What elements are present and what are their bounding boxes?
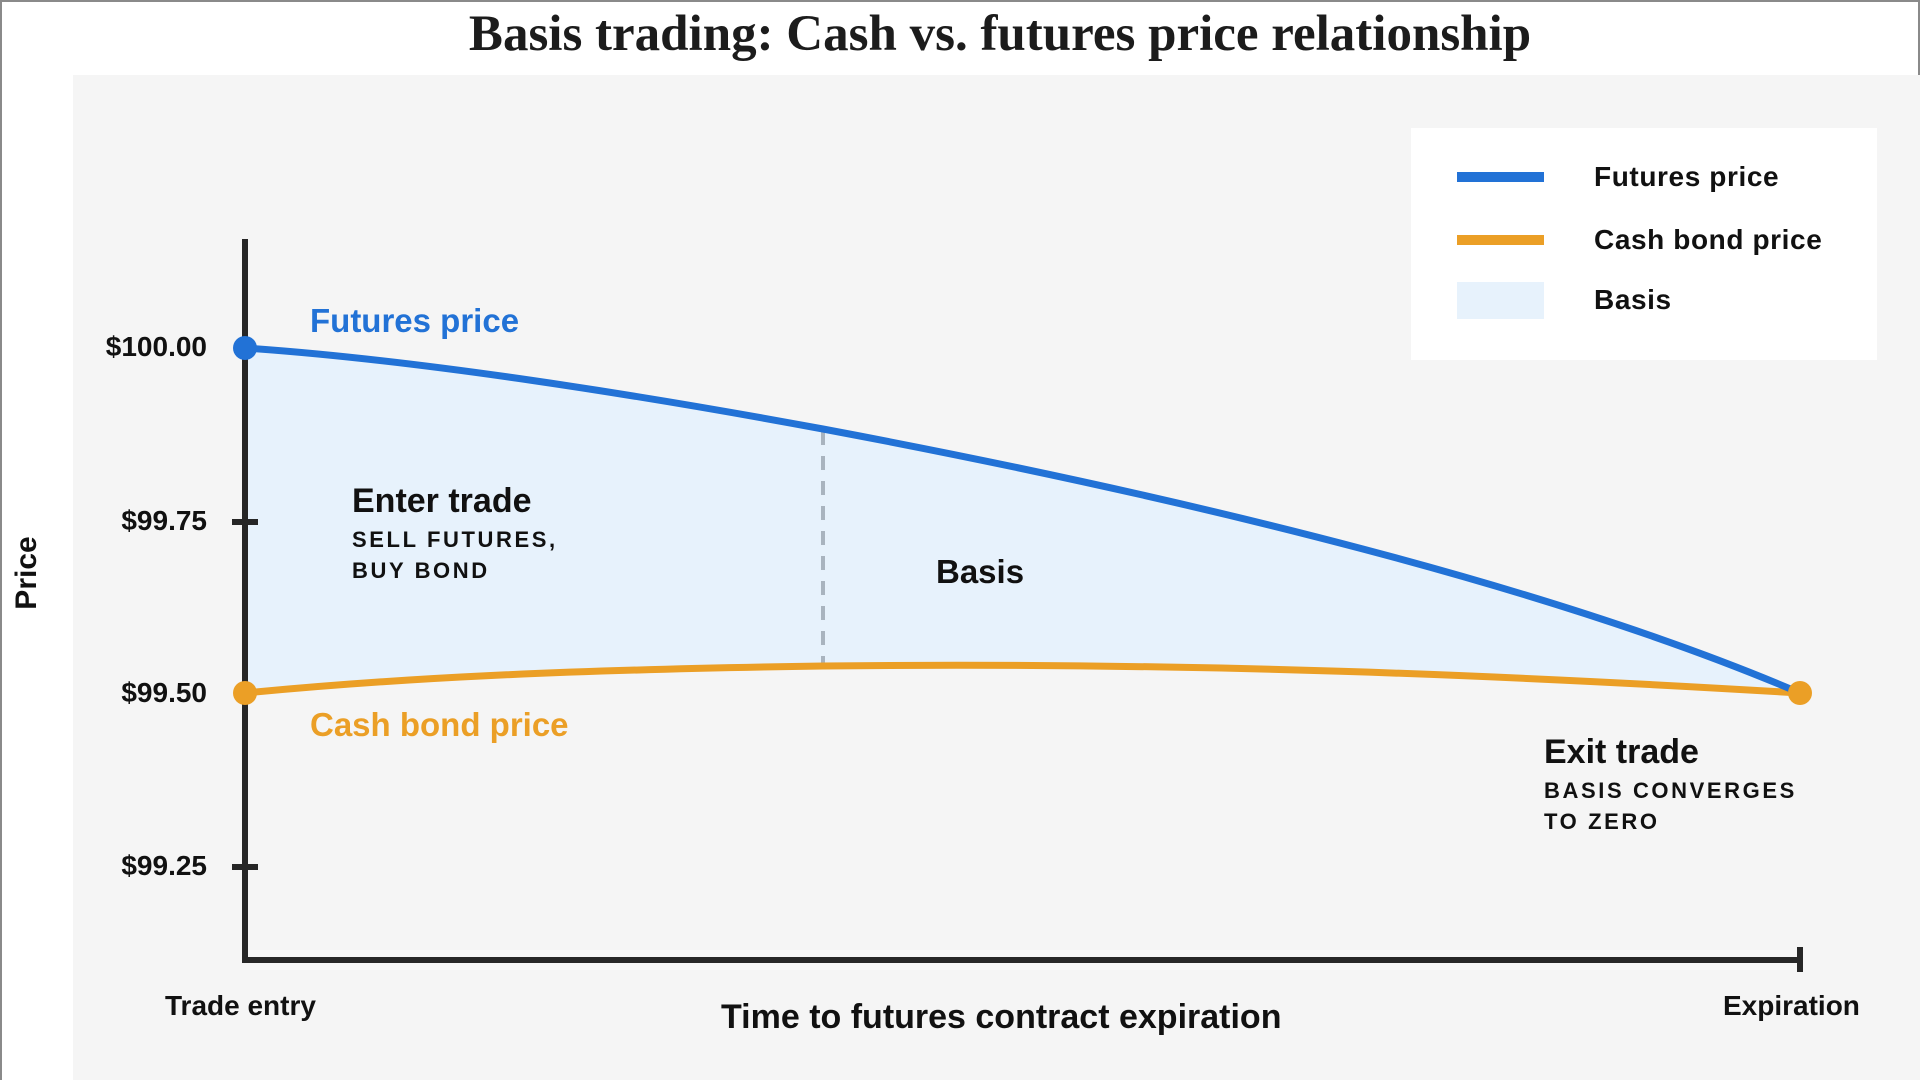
legend-item-basis: Basis (1457, 280, 1672, 320)
y-tick-label: $100.00 (105, 331, 207, 362)
cash-bond-price-label: Cash bond price (310, 706, 569, 743)
exit-trade-line1: BASIS CONVERGES (1544, 778, 1797, 803)
y-tick-label: $99.50 (121, 677, 207, 708)
frame-border-right (1918, 0, 1920, 75)
legend-item-futures: Futures price (1457, 157, 1779, 197)
legend-item-cash: Cash bond price (1457, 220, 1822, 260)
futures-price-line (241, 344, 1804, 697)
futures-price-label: Futures price (310, 302, 520, 339)
cash-entry-marker (233, 681, 257, 705)
exit-trade-title: Exit trade (1544, 733, 1699, 771)
exit-trade-line2: TO ZERO (1544, 809, 1660, 834)
enter-trade-annotation: Enter trade SELL FUTURES, BUY BOND (352, 482, 558, 586)
basis-annotation: Basis (936, 553, 1025, 590)
enter-trade-line1: SELL FUTURES, (352, 527, 558, 552)
legend-label: Futures price (1594, 161, 1780, 192)
legend-label: Basis (1594, 284, 1672, 315)
basis-area (245, 348, 1800, 693)
y-tick-label: $99.75 (121, 505, 207, 536)
frame-border-top (0, 0, 1920, 2)
x-tick-label-entry: Trade entry (165, 990, 316, 1021)
cash-legend-swatch-icon (1457, 235, 1544, 245)
y-axis-title: Price (10, 536, 43, 610)
chart-title: Basis trading: Cash vs. futures price re… (468, 6, 1532, 62)
cash-bond-price-line (241, 661, 1804, 697)
enter-trade-line2: BUY BOND (352, 558, 490, 583)
frame-border-left (0, 0, 2, 1080)
basis-legend-swatch-icon (1457, 281, 1544, 319)
exit-trade-annotation: Exit trade BASIS CONVERGES TO ZERO (1544, 733, 1797, 837)
enter-trade-title: Enter trade (352, 482, 532, 520)
y-tick-label: $99.25 (121, 850, 207, 881)
futures-legend-swatch-icon (1457, 172, 1544, 182)
legend-label: Cash bond price (1594, 224, 1823, 255)
futures-entry-marker (233, 336, 257, 360)
x-tick-label-expiration: Expiration (1723, 990, 1860, 1021)
x-axis-title: Time to futures contract expiration (721, 998, 1282, 1036)
legend: Futures price Cash bond price Basis (1411, 128, 1877, 360)
expiration-convergence-marker (1788, 681, 1812, 705)
